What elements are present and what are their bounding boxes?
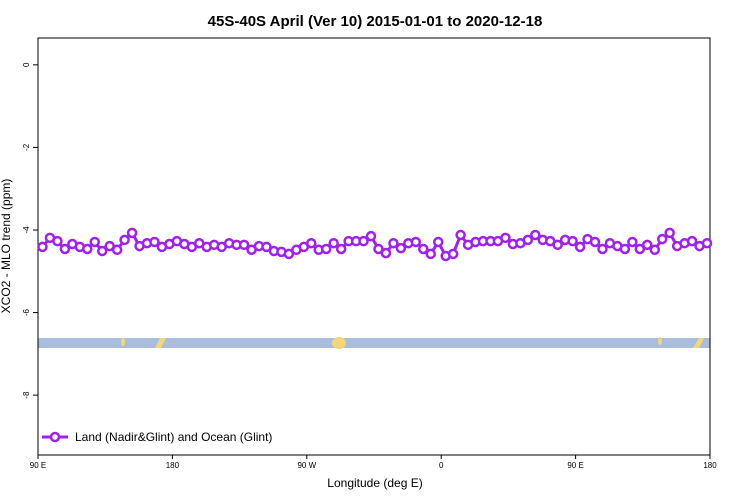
data-point	[373, 243, 384, 255]
data-point	[395, 242, 407, 254]
data-point	[126, 227, 138, 239]
data-point	[686, 235, 698, 247]
data-point	[89, 236, 100, 248]
x-axis-label: Longitude (deg E)	[327, 476, 422, 490]
data-point	[59, 243, 71, 255]
y-tick-label: -4	[22, 226, 31, 234]
data-point	[425, 248, 436, 260]
x-tick-label: 0	[439, 461, 444, 470]
data-point	[261, 241, 272, 253]
data-point	[365, 230, 377, 242]
data-point	[335, 243, 347, 255]
data-point	[37, 241, 48, 253]
x-tick-label: 90 E	[30, 461, 46, 470]
data-point	[96, 245, 108, 257]
chart-title: 45S-40S April (Ver 10) 2015-01-01 to 202…	[208, 13, 543, 30]
data-point	[552, 239, 563, 251]
data-point	[589, 236, 601, 248]
x-tick-label: 180	[166, 461, 180, 470]
data-point	[418, 243, 429, 255]
legend-marker	[49, 431, 61, 443]
y-tick-label: -2	[22, 143, 31, 151]
x-tick-label: 180	[703, 461, 717, 470]
x-tick-label: 90 W	[297, 461, 316, 470]
data-point	[634, 243, 646, 255]
data-point	[530, 229, 541, 241]
data-point	[380, 247, 392, 259]
data-point	[306, 237, 317, 249]
x-tick-label: 90 E	[567, 461, 583, 470]
data-point	[410, 236, 422, 248]
data-point	[664, 227, 675, 239]
data-point	[649, 244, 660, 256]
data-point	[701, 237, 713, 249]
data-point	[522, 234, 534, 246]
legend-label: Land (Nadir&Glint) and Ocean (Glint)	[75, 430, 272, 444]
data-point	[388, 237, 399, 249]
y-tick-label: 0	[22, 62, 31, 67]
data-point	[283, 248, 295, 260]
data-point	[432, 236, 444, 248]
y-tick-label: -6	[22, 308, 31, 316]
data-point	[320, 243, 332, 255]
data-point	[656, 233, 668, 245]
data-point	[111, 244, 123, 256]
data-point	[238, 239, 250, 251]
data-point	[567, 235, 578, 247]
data-point	[358, 235, 369, 247]
data-point	[627, 236, 638, 248]
data-point	[82, 243, 93, 255]
data-point	[328, 237, 339, 249]
data-point	[455, 229, 466, 241]
data-point	[642, 239, 653, 251]
land-ocean-strip	[38, 337, 710, 349]
y-axis-label: XCO2 - MLO trend (ppm)	[0, 179, 13, 314]
y-tick-label: -8	[22, 391, 31, 399]
data-point	[119, 234, 130, 246]
data-point	[500, 232, 511, 244]
data-point	[149, 236, 160, 248]
data-point	[52, 235, 63, 247]
data-point	[447, 248, 459, 260]
data-point	[619, 243, 631, 255]
data-point	[597, 243, 608, 255]
data-point	[574, 241, 586, 253]
